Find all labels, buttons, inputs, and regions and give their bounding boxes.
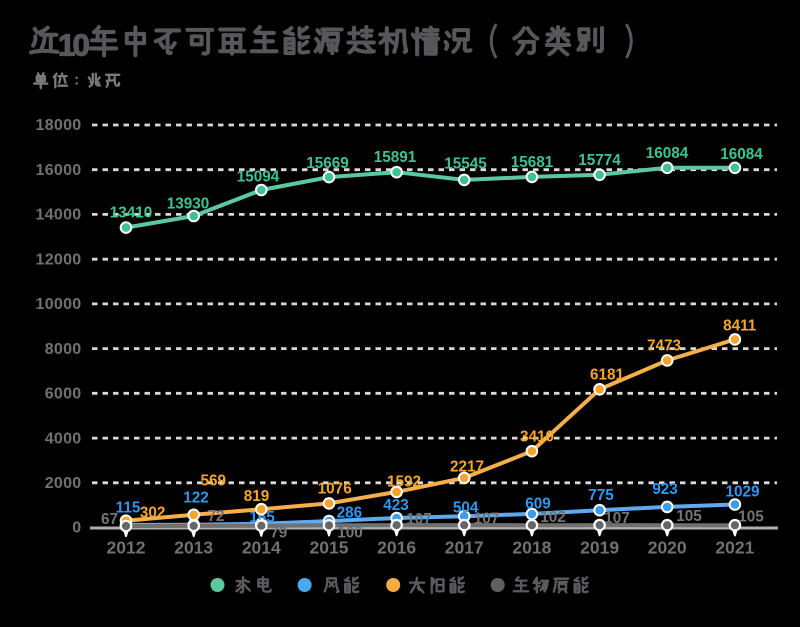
svg-text:13930: 13930: [167, 195, 210, 212]
svg-text:2017: 2017: [445, 538, 484, 558]
svg-text:115: 115: [116, 500, 141, 517]
svg-text:302: 302: [140, 505, 166, 522]
svg-text:15094: 15094: [237, 168, 280, 185]
svg-text:3410: 3410: [520, 428, 554, 445]
svg-text:107: 107: [474, 510, 500, 527]
svg-text:2217: 2217: [450, 458, 484, 475]
svg-text:15669: 15669: [306, 155, 349, 172]
svg-text:165: 165: [249, 509, 275, 526]
svg-text:72: 72: [207, 508, 224, 525]
svg-text:2015: 2015: [310, 538, 349, 558]
svg-text:16000: 16000: [36, 162, 82, 179]
svg-text:7473: 7473: [647, 337, 681, 354]
svg-text:1029: 1029: [725, 483, 759, 500]
svg-text:18000: 18000: [36, 117, 82, 134]
svg-text:569: 569: [201, 473, 227, 490]
svg-text:2020: 2020: [648, 538, 687, 558]
svg-text:423: 423: [383, 497, 409, 514]
svg-text:4000: 4000: [45, 430, 82, 447]
svg-text:2014: 2014: [242, 538, 281, 558]
svg-text:1: 1: [58, 28, 75, 63]
svg-text:1592: 1592: [387, 473, 421, 490]
svg-text:2021: 2021: [715, 538, 754, 558]
svg-text:2013: 2013: [174, 538, 213, 558]
svg-text:102: 102: [540, 509, 566, 526]
svg-text:10000: 10000: [36, 296, 82, 313]
svg-text:775: 775: [588, 487, 614, 504]
svg-text:2012: 2012: [107, 538, 146, 558]
svg-text:8411: 8411: [723, 317, 757, 334]
svg-text:504: 504: [453, 499, 479, 516]
svg-text:107: 107: [604, 510, 630, 527]
svg-text:15681: 15681: [511, 154, 554, 171]
svg-text:0: 0: [73, 28, 90, 63]
svg-text:2018: 2018: [512, 538, 551, 558]
svg-text:2000: 2000: [45, 475, 82, 492]
svg-text:67: 67: [101, 511, 118, 528]
svg-text:6181: 6181: [590, 366, 625, 383]
svg-text:0: 0: [72, 520, 81, 537]
svg-text:79: 79: [270, 525, 287, 542]
svg-text:6000: 6000: [45, 386, 82, 403]
svg-text:16084: 16084: [720, 146, 763, 163]
svg-text:8000: 8000: [45, 341, 82, 358]
svg-text:16084: 16084: [646, 145, 689, 162]
svg-text:105: 105: [676, 508, 702, 525]
svg-text:15545: 15545: [444, 155, 487, 172]
svg-text:609: 609: [525, 495, 551, 512]
svg-text:2016: 2016: [377, 538, 416, 558]
svg-text:1076: 1076: [318, 480, 352, 497]
svg-text:100: 100: [337, 524, 363, 541]
svg-text:12000: 12000: [36, 251, 82, 268]
svg-text:819: 819: [244, 488, 270, 505]
svg-text:122: 122: [183, 489, 209, 506]
svg-text:14000: 14000: [36, 207, 82, 224]
svg-text:107: 107: [406, 511, 432, 528]
svg-text:2019: 2019: [580, 538, 619, 558]
svg-text:15891: 15891: [374, 149, 417, 166]
svg-text:286: 286: [337, 505, 363, 522]
svg-text:923: 923: [652, 481, 678, 498]
svg-text:15774: 15774: [578, 152, 621, 169]
svg-text:105: 105: [738, 508, 764, 525]
svg-text:13410: 13410: [110, 204, 153, 221]
